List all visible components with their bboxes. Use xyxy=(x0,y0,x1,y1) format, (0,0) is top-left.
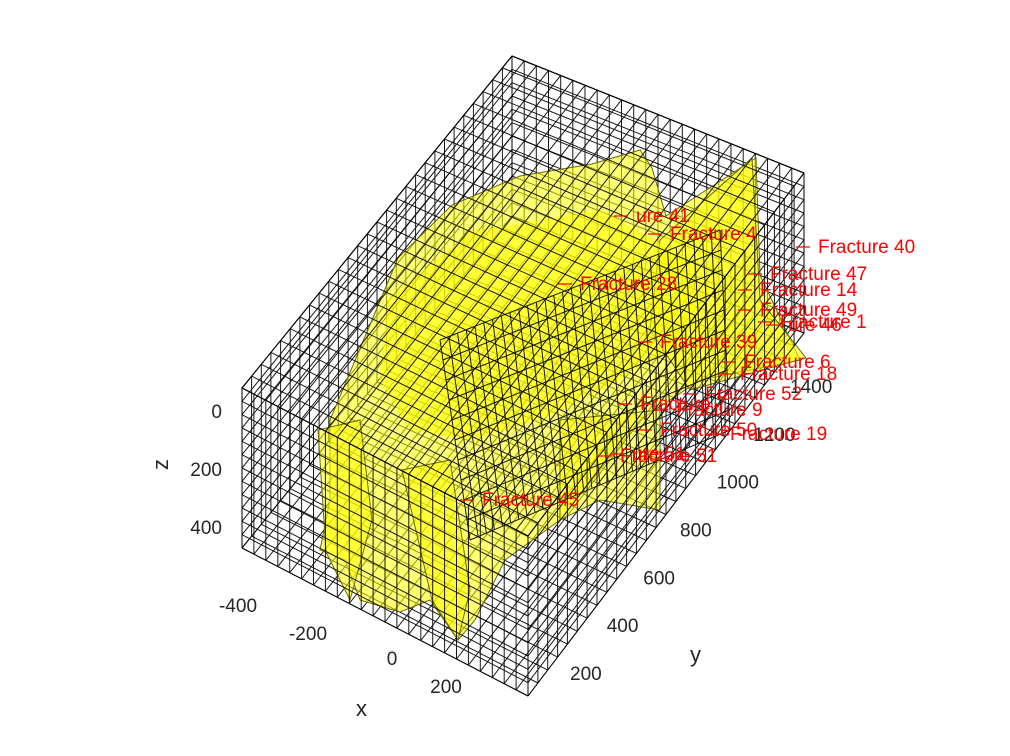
svg-text:ure 46: ure 46 xyxy=(788,315,842,336)
axis-ticks: -400 -200 0 200 200 400 600 800 1000 1200 1400 0 200… xyxy=(190,377,832,698)
y-tick-label: 600 xyxy=(643,568,675,589)
fracture-label: Fracture 18 xyxy=(718,364,837,385)
fracture-label: Fracture 40 xyxy=(796,237,915,258)
svg-text:Fracture 51: Fracture 51 xyxy=(620,446,717,467)
x-tick-label: 200 xyxy=(430,677,462,698)
svg-text:Fracture 7: Fracture 7 xyxy=(640,394,727,415)
svg-text:Fracture 50: Fracture 50 xyxy=(660,420,757,441)
x-axis-label: x xyxy=(356,696,367,721)
svg-text:Fracture 1: Fracture 1 xyxy=(780,312,867,333)
svg-text:ure 41: ure 41 xyxy=(636,206,690,227)
fracture-label: Fracture 6 xyxy=(722,352,831,373)
z-tick-label: 400 xyxy=(190,518,222,539)
svg-text:Fracture 49: Fracture 49 xyxy=(760,300,857,321)
svg-text:Fracture 39: Fracture 39 xyxy=(660,332,757,353)
z-axis-label: z xyxy=(148,459,173,470)
fracture-label: Fracture 1 xyxy=(758,312,867,333)
front-mesh xyxy=(241,55,805,697)
x-tick-label: -200 xyxy=(289,624,327,645)
svg-text:Fracture 40: Fracture 40 xyxy=(818,237,915,258)
y-tick-label: 1400 xyxy=(790,377,832,398)
svg-text:Fracture 45: Fracture 45 xyxy=(482,490,579,511)
svg-text:Fracture 6: Fracture 6 xyxy=(744,352,831,373)
svg-text:Fracture 14: Fracture 14 xyxy=(760,280,858,301)
fracture-label: Fracture 52 xyxy=(683,384,802,405)
y-tick-label: 800 xyxy=(680,521,712,542)
svg-text:Fracture 52: Fracture 52 xyxy=(705,384,802,405)
svg-text:Fracture 4: Fracture 4 xyxy=(670,224,757,245)
fracture-label: Fracture 39 xyxy=(638,332,757,353)
y-axis-label: y xyxy=(690,642,701,667)
x-tick-label: 0 xyxy=(387,649,398,670)
fracture-label: Fracture 47 xyxy=(748,264,867,285)
fracture-label: Fracture 28 xyxy=(558,274,677,295)
svg-text:Fracture 18: Fracture 18 xyxy=(740,364,837,385)
fracture-label: Fracture 19 xyxy=(708,424,827,445)
top-grid xyxy=(241,55,805,537)
svg-text:Fracture 19: Fracture 19 xyxy=(730,424,827,445)
fracture-label: Fracture 51 xyxy=(598,446,717,467)
fracture-label: ure 51 xyxy=(610,444,686,465)
fracture-label: Fracture 49 xyxy=(738,300,857,321)
fracture-label: ure 41 xyxy=(614,206,690,227)
svg-text:Fracture 28: Fracture 28 xyxy=(580,274,677,295)
y-tick-label: 400 xyxy=(607,616,639,637)
fracture-label: Fracture 14 xyxy=(738,280,858,301)
fracture-mesh-block xyxy=(439,229,731,541)
svg-text:Fracture 9: Fracture 9 xyxy=(676,400,763,421)
fracture-label: Fracture 9 xyxy=(654,400,763,421)
front-wall-right xyxy=(527,172,805,697)
y-tick-label: 1000 xyxy=(717,473,759,494)
fracture-label: ure 46 xyxy=(766,315,842,336)
fracture-label: Fracture 7 xyxy=(618,394,727,415)
x-tick-label: -400 xyxy=(219,596,257,617)
z-tick-label: 200 xyxy=(190,460,222,481)
z-tick-label: 0 xyxy=(211,402,222,423)
y-tick-label: 1200 xyxy=(753,425,795,446)
fracture-label: Fracture 45 xyxy=(460,490,579,511)
svg-text:ure 51: ure 51 xyxy=(632,444,686,465)
fracture-surface-tongue-mid xyxy=(401,459,471,642)
fracture-label: Fracture 4 xyxy=(648,224,757,245)
svg-text:Fracture 47: Fracture 47 xyxy=(770,264,867,285)
fracture-label: Fracture 50 xyxy=(638,420,757,441)
fracture-surface-core xyxy=(380,210,700,440)
y-tick-label: 200 xyxy=(570,664,602,685)
